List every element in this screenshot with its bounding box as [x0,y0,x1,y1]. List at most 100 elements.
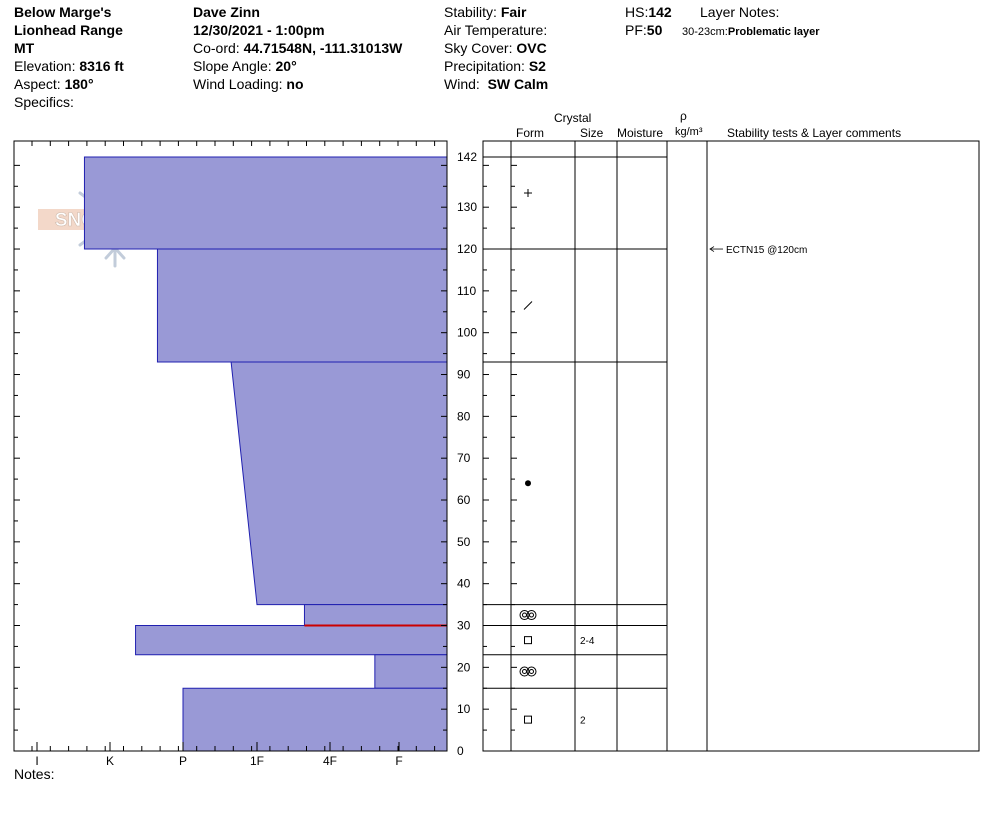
depth-label: 80 [457,409,471,423]
specifics-label: Specifics: [14,94,74,110]
depth-label: 20 [457,660,471,674]
depth-label: 90 [457,368,471,382]
air-temp-label: Air Temperature: [444,22,548,38]
hs-row: HS:142 [625,4,672,21]
depth-label: 60 [457,493,471,507]
hardness-label: P [179,754,187,768]
size-header: Size [580,126,604,140]
layer-note-range: 30-23cm: [682,26,728,38]
slope-label: Slope Angle: [193,58,272,74]
slope-row: Slope Angle: 20° [193,58,297,75]
round-outer [526,666,537,677]
pf-value: 50 [646,22,663,38]
notes-label: Notes: [14,766,55,782]
crystal-form-plus-icon [524,189,532,198]
round-inner [529,669,534,675]
hs-label: HS: [625,4,649,20]
hardness-label: 4F [323,754,337,768]
crystal-size-label: 2 [580,716,586,727]
test-arrow-icon [709,246,715,252]
stability-label: Stability: [444,4,497,20]
round-inner [522,669,527,675]
pf-label: PF: [625,22,647,38]
stability-test-label: ECTN15 @120cm [726,245,807,256]
square-mark [524,715,532,724]
aspect-label: Aspect: [14,76,61,92]
elevation-row: Elevation: 8316 ft [14,58,124,75]
crystal-form-square-icon [524,636,532,645]
round-inner [529,612,534,618]
hardness-layer-7 [182,687,448,752]
observer-name: Dave Zinn [193,4,260,20]
stability-value: Fair [500,4,527,20]
hardness-label: K [106,754,114,768]
wind-loading-row: Wind Loading: no [193,76,304,93]
round-inner [522,612,527,618]
density-unit-header: kg/m³ [675,126,703,138]
elevation-value: 8316 ft [79,58,124,74]
depth-label: 110 [457,284,476,298]
slash-line [523,301,533,310]
hardness-layer-2 [156,248,448,363]
depth-label: 142 [457,150,477,164]
precip-value: S2 [528,58,546,74]
range-name: Lionhead Range [14,22,123,38]
wind-row: Wind: SW Calm [444,76,548,93]
coord-value: 44.71548N, -111.31013W [243,40,403,56]
square-mark [524,636,532,645]
stability-row: Stability: Fair [444,4,527,21]
sky-row: Sky Cover: OVC [444,40,547,57]
depth-label: 130 [457,200,477,214]
crystal-form-rounds-icon [519,666,537,677]
layer-table-frame [482,140,980,752]
hardness-layer-1 [83,156,448,250]
aspect-value: 180° [64,76,94,92]
layer-notes-label: Layer Notes: [700,4,780,20]
depth-label: 30 [457,619,471,633]
wind-loading-value: no [286,76,304,92]
depth-label: 0 [457,744,464,758]
crystal-form-rounds-icon [519,610,537,621]
depth-label: 10 [457,702,471,716]
hardness-layer-6 [374,654,448,689]
depth-label: 120 [457,242,477,256]
aspect-row: Aspect: 180° [14,76,94,93]
precip-label: Precipitation: [444,58,525,74]
layer-note-row: 30-23cm:Problematic layer [682,24,820,41]
dot-mark [525,480,531,487]
wind-loading-label: Wind Loading: [193,76,283,92]
depth-label: 100 [457,326,477,340]
depth-label: 40 [457,577,471,591]
rho-header: ρ [680,109,687,123]
depth-label: 50 [457,535,471,549]
wind-label: Wind: [444,76,480,92]
crystal-form-dot-icon [525,480,531,487]
pf-row: PF:50 [625,22,662,39]
round-outer [526,610,537,621]
location-name: Below Marge's [14,4,112,20]
moisture-header: Moisture [617,126,664,140]
state-name: MT [14,40,35,56]
form-header: Form [516,126,544,140]
coord-row: Co-ord: 44.71548N, -111.31013W [193,40,402,57]
hardness-label: 1F [250,754,264,768]
sky-label: Sky Cover: [444,40,513,56]
hs-value: 142 [648,4,672,20]
elevation-label: Elevation: [14,58,76,74]
layer-note-text: Problematic layer [727,26,820,38]
precip-row: Precipitation: S2 [444,58,546,75]
hardness-plot-frame [13,140,448,752]
stability-tests-header: Stability tests & Layer comments [727,126,902,140]
crystal-size-label: 2-4 [580,636,595,647]
crystal-header: Crystal [554,111,592,125]
sky-value: OVC [516,40,547,56]
depth-label: 70 [457,451,471,465]
hardness-label: F [395,754,402,768]
hardness-label: I [35,754,38,768]
slope-value: 20° [275,58,297,74]
hardness-layer-4 [303,604,448,627]
crystal-form-square-icon [524,715,532,724]
hardness-layer-5 [135,625,448,656]
wind-value: SW Calm [487,76,549,92]
